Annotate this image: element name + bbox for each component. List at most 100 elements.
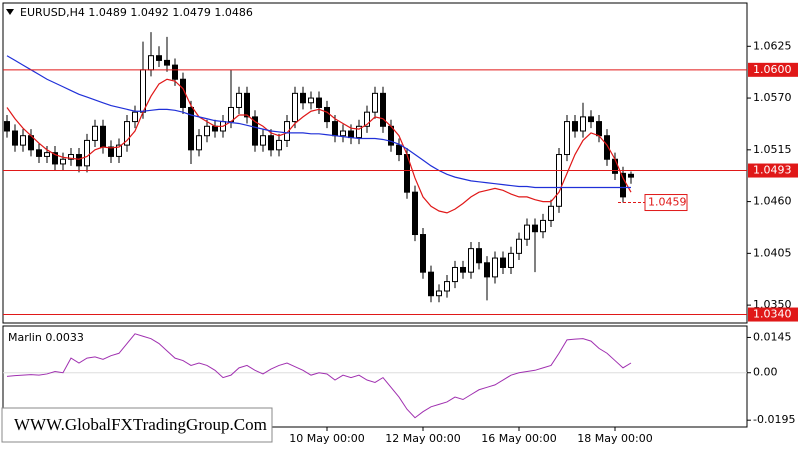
candle-body: [508, 252, 514, 268]
header: EURUSD,H4 1.0489 1.0492 1.0479 1.0486: [20, 6, 253, 19]
candle-body: [252, 116, 258, 146]
marker-label: 1.0459: [648, 196, 687, 209]
candle-body: [20, 135, 26, 146]
level-label: 1.0600: [753, 63, 792, 76]
candle-body: [564, 121, 570, 156]
candle-body: [196, 135, 202, 151]
candle-body: [412, 191, 418, 236]
y-tick-label: 0.0145: [753, 330, 792, 343]
y-tick-label: 1.0405: [753, 246, 792, 259]
candle-body: [516, 238, 522, 254]
y-tick-label: 1.0570: [753, 91, 792, 104]
candle-body: [332, 121, 338, 137]
candle-body: [36, 149, 42, 157]
y-tick-label: 0.00: [753, 366, 778, 379]
level-tag: [748, 163, 798, 178]
candle-body: [372, 92, 378, 113]
candle-body: [188, 106, 194, 151]
candle-body: [548, 205, 554, 221]
candle-body: [44, 152, 50, 157]
candle-body: [308, 97, 314, 104]
candle-body: [76, 154, 82, 167]
x-tick-label: 16 May 00:00: [481, 432, 556, 445]
indicator-label: Marlin 0.0033: [8, 331, 84, 344]
candle-body: [292, 92, 298, 123]
candle-body: [572, 121, 578, 132]
candle-body: [460, 266, 466, 273]
x-tick-label: 10 May 00:00: [289, 432, 364, 445]
candle-body: [268, 135, 274, 151]
candle-body: [100, 125, 106, 148]
watermark: WWW.GlobalFXTradingGroup.Com: [14, 415, 267, 434]
y-tick-label: -0.0195: [753, 413, 795, 426]
candle-body: [604, 135, 610, 160]
candle-body: [172, 64, 178, 80]
candle-body: [116, 144, 122, 157]
level-tag: [748, 307, 798, 322]
candle-body: [284, 121, 290, 141]
candle-body: [260, 135, 266, 146]
candle-body: [428, 271, 434, 297]
candle-body: [476, 248, 482, 264]
level-tag: [748, 62, 798, 77]
x-tick-label: 12 May 00:00: [385, 432, 460, 445]
candle-body: [468, 248, 474, 273]
candle-body: [140, 69, 146, 113]
candle-body: [556, 154, 562, 207]
candle-body: [444, 281, 450, 292]
candle-body: [244, 92, 250, 118]
candle-body: [492, 257, 498, 278]
candle-body: [276, 139, 282, 151]
level-label: 1.0340: [753, 308, 792, 321]
x-tick-label: 18 May 00:00: [577, 432, 652, 445]
y-tick-label: 1.0515: [753, 143, 792, 156]
candle-body: [204, 125, 210, 137]
main-panel: [2, 2, 748, 324]
candle-body: [620, 172, 626, 198]
candle-body: [4, 121, 10, 132]
watermark-box: [1, 407, 273, 443]
candle-body: [436, 290, 442, 297]
candle-body: [364, 111, 370, 127]
candle-body: [52, 152, 58, 165]
candle-body: [324, 106, 330, 123]
candle-body: [316, 97, 322, 108]
candle-body: [452, 266, 458, 283]
candle-body: [380, 92, 386, 127]
candle-body: [236, 92, 242, 108]
candle-body: [612, 158, 618, 174]
candle-body: [12, 130, 18, 146]
candle-body: [84, 139, 90, 167]
candle-body: [124, 121, 130, 146]
candle-body: [148, 55, 154, 71]
candle-body: [340, 130, 346, 137]
candle-body: [500, 257, 506, 268]
candle-body: [108, 146, 114, 157]
candle-body: [396, 144, 402, 156]
level-label: 1.0493: [753, 164, 792, 177]
menu-triangle: [6, 9, 14, 15]
candle-body: [540, 219, 546, 233]
candle-body: [580, 116, 586, 132]
candle-body: [588, 116, 594, 123]
candle-body: [132, 111, 138, 123]
plot-layer: 1.06251.05701.05151.04601.04051.03500.01…: [3, 32, 798, 445]
candle-body: [68, 154, 74, 160]
candle-body: [348, 130, 354, 139]
candle-body: [92, 125, 98, 141]
candle-body: [532, 224, 538, 233]
candle-body: [300, 92, 306, 104]
candle-body: [156, 55, 162, 61]
marker-box: [644, 194, 688, 212]
candle-body: [484, 262, 490, 278]
indicator-line: [6, 333, 632, 419]
y-tick-label: 1.0460: [753, 195, 792, 208]
moving-average: [6, 55, 631, 189]
candle-body: [524, 224, 530, 240]
candle-body: [628, 173, 634, 178]
y-tick-label: 1.0625: [753, 39, 792, 52]
candle-body: [420, 234, 426, 273]
candle-body: [60, 158, 66, 165]
